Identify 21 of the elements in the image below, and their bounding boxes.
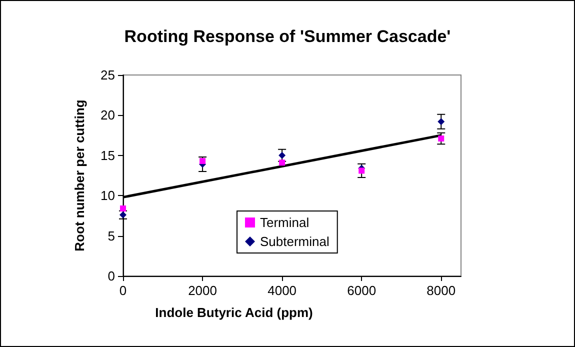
point <box>120 205 126 212</box>
x-tick-label: 8000 <box>426 283 456 298</box>
y-tick-label: 10 <box>100 188 115 204</box>
x-tick-label: 2000 <box>188 283 217 298</box>
y-tick-label: 15 <box>100 148 115 163</box>
y-tick-label: 25 <box>100 68 115 82</box>
x-tick-label: 0 <box>119 283 127 298</box>
y-tick-label: 20 <box>100 108 115 123</box>
chart-title: Rooting Response of 'Summer Cascade' <box>124 27 451 46</box>
point <box>200 158 206 164</box>
legend-label: Terminal <box>260 215 310 230</box>
point <box>279 160 286 166</box>
y-tick-label: 5 <box>108 228 115 244</box>
x-axis-title: Indole Butyric Acid (ppm) <box>155 305 313 320</box>
legend-label: Subterminal <box>260 234 330 249</box>
point <box>358 168 365 174</box>
y-tick-label: 0 <box>108 268 115 284</box>
x-tick-label: 6000 <box>347 283 376 298</box>
x-tick-label: 4000 <box>268 283 297 298</box>
point <box>438 118 445 126</box>
y-axis-title: Root number per cutting <box>72 100 87 252</box>
